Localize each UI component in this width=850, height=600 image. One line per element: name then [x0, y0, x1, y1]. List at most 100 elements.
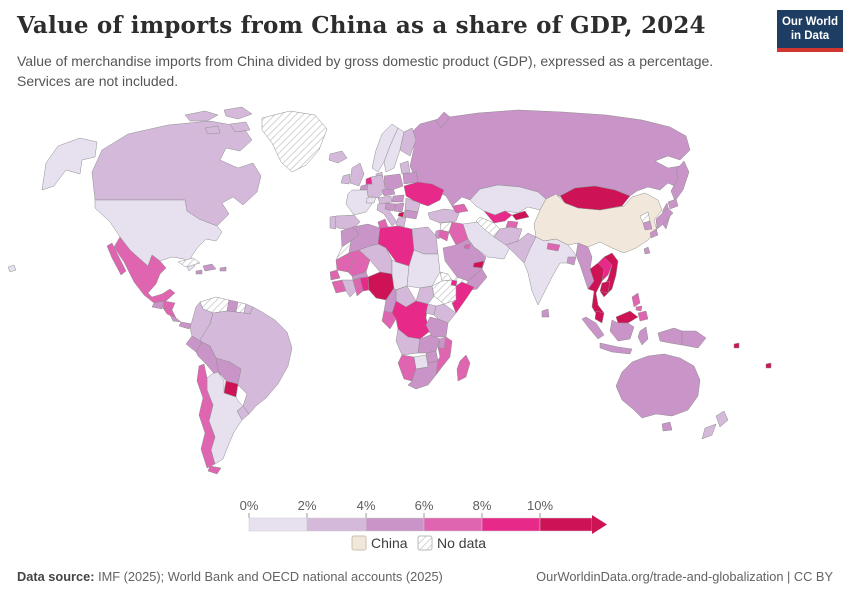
- country-switzerland[interactable]: [365, 196, 377, 204]
- country-chile-tdf[interactable]: [207, 465, 222, 475]
- country-south-sudan[interactable]: [415, 285, 435, 305]
- country-mexico-baja[interactable]: [106, 242, 127, 276]
- country-united-kingdom[interactable]: [349, 162, 365, 187]
- country-sri-lanka[interactable]: [541, 308, 550, 318]
- country-kyrgyzstan[interactable]: [511, 210, 530, 221]
- country-mongolia[interactable]: [559, 185, 631, 211]
- country-jordan[interactable]: [438, 229, 450, 242]
- country-philippines-visayas[interactable]: [635, 305, 643, 312]
- country-canada-arctic[interactable]: [229, 121, 251, 133]
- country-indonesia-borneo[interactable]: [609, 319, 635, 342]
- country-canada-arctic[interactable]: [184, 110, 219, 122]
- country-australia[interactable]: [615, 353, 701, 419]
- country-senegal[interactable]: [329, 269, 341, 281]
- country-philippines-mindanao[interactable]: [637, 310, 649, 322]
- country-austria[interactable]: [377, 195, 393, 205]
- country-portugal[interactable]: [329, 215, 337, 230]
- country-greenland[interactable]: [261, 110, 328, 173]
- country-russia-kamchatka[interactable]: [670, 160, 690, 202]
- country-russia-novaya-zemlya[interactable]: [435, 111, 451, 129]
- credit-link[interactable]: OurWorldinData.org/trade-and-globalizati…: [536, 569, 833, 584]
- country-croatia[interactable]: [384, 202, 397, 212]
- country-south-korea[interactable]: [642, 220, 653, 231]
- country-somalia[interactable]: [451, 281, 475, 314]
- country-canada-arctic[interactable]: [204, 125, 221, 135]
- country-cuba[interactable]: [177, 257, 201, 268]
- country-caucasus[interactable]: [451, 203, 469, 214]
- country-guatemala[interactable]: [151, 300, 165, 310]
- country-panama[interactable]: [178, 321, 193, 330]
- country-dominican-republic[interactable]: [202, 263, 217, 272]
- country-malaysia-borneo[interactable]: [615, 310, 639, 324]
- country-djibouti[interactable]: [450, 279, 458, 287]
- country-greece[interactable]: [395, 216, 407, 228]
- country-indonesia-java[interactable]: [599, 342, 633, 355]
- legend-bin-6-8[interactable]: [423, 517, 483, 532]
- country-united-states-hawaii[interactable]: [7, 264, 17, 273]
- country-north-macedonia[interactable]: [397, 211, 405, 218]
- country-hungary[interactable]: [391, 194, 405, 203]
- country-united-arab-emirates[interactable]: [472, 260, 485, 269]
- legend-bin-10-plus[interactable]: [539, 517, 593, 532]
- country-mexico[interactable]: [113, 236, 176, 304]
- legend-bin-2-4[interactable]: [306, 517, 367, 532]
- country-botswana[interactable]: [413, 354, 429, 370]
- country-belarus[interactable]: [402, 171, 419, 185]
- country-turkey[interactable]: [427, 208, 461, 224]
- owid-logo-line1: Our World: [781, 15, 838, 28]
- legend-tick-4: 4%: [357, 498, 376, 513]
- country-dr-congo[interactable]: [391, 300, 431, 340]
- country-canada-arctic[interactable]: [223, 106, 253, 120]
- country-eritrea[interactable]: [439, 271, 453, 282]
- country-gabon[interactable]: [381, 310, 397, 330]
- country-russia[interactable]: [409, 109, 691, 207]
- country-belgium[interactable]: [359, 183, 369, 191]
- country-japan-hokkaido[interactable]: [667, 198, 679, 210]
- country-madagascar[interactable]: [456, 354, 471, 382]
- country-netherlands[interactable]: [365, 176, 373, 185]
- country-jamaica[interactable]: [195, 269, 203, 275]
- country-nepal[interactable]: [546, 242, 561, 252]
- country-egypt[interactable]: [411, 226, 439, 255]
- country-france[interactable]: [345, 189, 373, 216]
- country-costa-rica[interactable]: [169, 314, 182, 323]
- country-australia-tasmania[interactable]: [661, 421, 673, 432]
- country-ukraine[interactable]: [403, 181, 445, 207]
- legend-nodata-swatch[interactable]: [417, 535, 433, 551]
- country-baltic-states[interactable]: [399, 160, 411, 175]
- country-saudi-arabia[interactable]: [442, 238, 487, 282]
- country-solomon-islands[interactable]: [733, 342, 740, 349]
- country-taiwan[interactable]: [643, 246, 651, 255]
- country-philippines-luzon[interactable]: [631, 292, 641, 308]
- country-ireland[interactable]: [340, 173, 351, 185]
- country-united-states-alaska[interactable]: [41, 137, 98, 191]
- country-new-zealand-north[interactable]: [715, 410, 729, 428]
- country-myanmar[interactable]: [575, 242, 595, 290]
- country-south-africa[interactable]: [407, 360, 439, 390]
- legend-china-label: China: [371, 535, 408, 551]
- country-finland[interactable]: [399, 127, 417, 157]
- legend-bin-8-10[interactable]: [481, 517, 541, 532]
- country-fiji[interactable]: [765, 362, 772, 369]
- country-puerto-rico[interactable]: [219, 266, 227, 272]
- country-bangladesh[interactable]: [566, 256, 577, 266]
- country-serbia[interactable]: [393, 202, 405, 213]
- country-japan-honshu[interactable]: [655, 207, 674, 230]
- country-malaysia-peninsula[interactable]: [594, 310, 605, 324]
- country-japan-kyushu[interactable]: [649, 228, 659, 239]
- country-nicaragua[interactable]: [162, 307, 177, 319]
- country-indonesia-sumatra[interactable]: [581, 316, 605, 340]
- country-new-zealand-south[interactable]: [701, 423, 717, 440]
- legend-bin-4-6[interactable]: [365, 517, 425, 532]
- country-poland[interactable]: [383, 173, 404, 191]
- country-iceland[interactable]: [328, 150, 348, 164]
- owid-logo[interactable]: Our World in Data: [777, 10, 843, 52]
- country-bulgaria[interactable]: [403, 209, 419, 220]
- country-indonesia-papua[interactable]: [657, 327, 683, 346]
- country-indonesia-sulawesi[interactable]: [637, 326, 649, 346]
- country-cambodia[interactable]: [599, 280, 611, 294]
- legend-bin-0-2[interactable]: [248, 517, 308, 532]
- legend-china-swatch[interactable]: [351, 535, 367, 551]
- country-papua-new-guinea[interactable]: [681, 330, 707, 349]
- country-kuwait[interactable]: [463, 243, 471, 250]
